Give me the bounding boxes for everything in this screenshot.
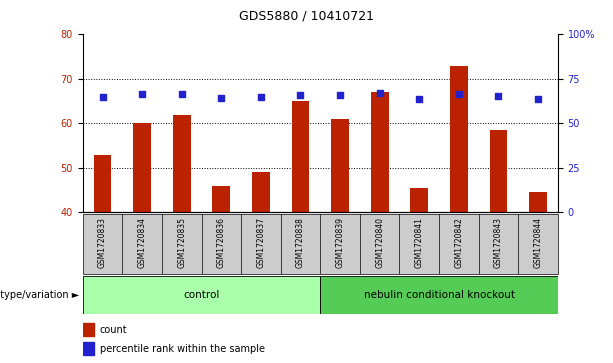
- Text: control: control: [183, 290, 219, 300]
- Point: [256, 94, 266, 100]
- Bar: [490, 130, 508, 212]
- Bar: [252, 172, 270, 212]
- Text: GSM1720837: GSM1720837: [256, 217, 265, 268]
- Point: [97, 94, 107, 100]
- Text: GSM1720844: GSM1720844: [533, 217, 543, 268]
- Point: [533, 97, 543, 102]
- Bar: [83, 323, 94, 337]
- Text: GSM1720838: GSM1720838: [296, 217, 305, 268]
- Bar: [321, 276, 558, 314]
- Bar: [529, 192, 547, 212]
- Point: [375, 90, 384, 96]
- Point: [493, 93, 503, 99]
- Text: GSM1720835: GSM1720835: [177, 217, 186, 268]
- Bar: [213, 185, 230, 212]
- Point: [177, 91, 186, 97]
- Text: GSM1720833: GSM1720833: [98, 217, 107, 268]
- Bar: [173, 114, 191, 212]
- Point: [414, 97, 424, 102]
- Bar: [83, 342, 94, 355]
- Text: GSM1720834: GSM1720834: [138, 217, 147, 268]
- Bar: [450, 66, 468, 212]
- Text: GSM1720840: GSM1720840: [375, 217, 384, 268]
- Bar: [410, 188, 428, 212]
- Text: GSM1720839: GSM1720839: [335, 217, 345, 268]
- Point: [454, 91, 464, 97]
- Text: genotype/variation ►: genotype/variation ►: [0, 290, 80, 300]
- Bar: [94, 155, 112, 212]
- Text: GSM1720836: GSM1720836: [217, 217, 226, 268]
- Bar: [133, 123, 151, 212]
- Point: [216, 95, 226, 101]
- Text: nebulin conditional knockout: nebulin conditional knockout: [364, 290, 514, 300]
- Point: [295, 92, 305, 98]
- Text: GDS5880 / 10410721: GDS5880 / 10410721: [239, 9, 374, 22]
- Point: [335, 92, 345, 98]
- Text: GSM1720843: GSM1720843: [494, 217, 503, 268]
- Text: percentile rank within the sample: percentile rank within the sample: [100, 343, 265, 354]
- Bar: [371, 92, 389, 212]
- Bar: [331, 119, 349, 212]
- Point: [137, 91, 147, 97]
- Bar: [292, 101, 310, 212]
- Text: GSM1720841: GSM1720841: [415, 217, 424, 268]
- Text: GSM1720842: GSM1720842: [454, 217, 463, 268]
- Bar: [83, 276, 321, 314]
- Text: count: count: [100, 325, 128, 335]
